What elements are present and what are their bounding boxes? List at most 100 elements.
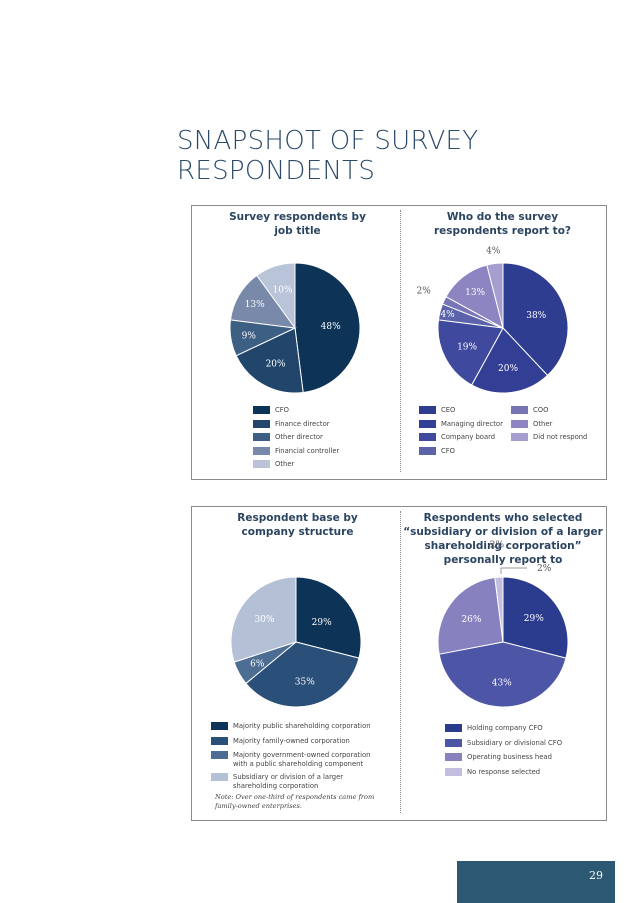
pie-label: 4%	[486, 247, 501, 257]
pie-label: 30%	[254, 615, 274, 625]
pie-label: 43%	[492, 678, 512, 688]
legend-item: Holding company CFO	[445, 724, 543, 733]
pie-label: 13%	[245, 300, 265, 310]
pie-label: 29%	[524, 614, 544, 624]
legend-item: Did not respond	[511, 433, 587, 442]
chart1-title: Survey respondents by job title	[229, 211, 366, 237]
legend-item: No response selected	[445, 767, 541, 777]
pie-label: 29%	[312, 618, 332, 628]
legend-label: Majority public shareholding corporation	[233, 722, 371, 730]
chart3-note: Note: Over one-third of respondents came…	[215, 793, 375, 810]
legend-label: Did not respond	[533, 433, 588, 441]
legend-item: CFO	[253, 406, 289, 415]
legend-item: Subsidiary or divisional CFO	[445, 738, 562, 748]
legend-item: Majority family-owned corporation	[211, 737, 386, 746]
legend-item: Other	[511, 419, 553, 429]
chart3-pie: 29% 35% 6% 30%	[230, 576, 362, 708]
legend-item: COO	[511, 406, 548, 415]
top-panel-divider	[400, 210, 401, 472]
pie-slice-no-response-selected	[494, 576, 504, 643]
pie-label: 19%	[457, 342, 477, 352]
pie-label: 38%	[526, 311, 546, 321]
pie-slice-majority-family-owned-corporation	[245, 641, 360, 708]
pie-slice-cfo	[294, 262, 361, 394]
legend-label: Holding company CFO	[467, 724, 543, 732]
legend-swatch	[511, 406, 528, 414]
legend-swatch	[445, 738, 462, 747]
pie-label: 9%	[242, 331, 257, 341]
legend-label: Finance director	[275, 419, 330, 428]
pie-label: 20%	[498, 364, 518, 374]
pie-outside-label: 2%	[537, 564, 552, 574]
legend-item: Other director	[253, 433, 323, 442]
legend-swatch	[419, 446, 436, 455]
legend-swatch	[253, 433, 270, 441]
legend-label: Majority government-owned corporation wi…	[233, 751, 371, 768]
pie-label: 13%	[465, 288, 485, 298]
legend-swatch	[211, 737, 228, 745]
pie-slice-holding-company-cfo	[502, 576, 569, 659]
chart1-pie: 48% 20% 9% 13% 10%	[229, 262, 361, 394]
legend-label: No response selected	[467, 767, 541, 776]
legend-swatch	[253, 419, 270, 428]
chart2-title: Who do the survey respondents report to?	[434, 211, 571, 237]
legend-item: Operating business head	[445, 753, 552, 762]
pie-label: 4%	[440, 310, 455, 320]
pie-slice-operating-business-head	[437, 576, 504, 655]
legend-swatch	[445, 767, 462, 776]
pie-slice-managing-director	[471, 327, 549, 394]
legend-label: Managing director	[441, 419, 503, 428]
legend-swatch	[445, 724, 462, 732]
pie-slice-subsidiary-or-divisional-cfo	[438, 641, 567, 708]
pie-label: 10%	[273, 286, 293, 296]
legend-item: Majority government-owned corporation wi…	[211, 751, 386, 768]
legend-label: CFO	[441, 446, 456, 455]
legend-label: Financial controller	[275, 446, 340, 455]
page-title: SNAPSHOT OF SURVEY RESPONDENTS	[177, 126, 479, 186]
chart2-pie: 38% 20% 19% 4% 2% 13% 4%	[416, 247, 569, 394]
legend-label: COO	[533, 406, 549, 414]
legend-label: Other	[533, 419, 553, 428]
legend-swatch	[253, 446, 270, 455]
pie-slice-other	[256, 262, 296, 330]
pie-label: 2%	[490, 541, 505, 551]
chart4-pie: 29% 43% 26% 2% 2%	[437, 541, 569, 708]
bottom-panel-divider	[400, 511, 401, 813]
legend-label: Majority family-owned corporation	[233, 737, 350, 745]
legend-swatch	[211, 722, 228, 730]
legend-label: Subsidiary or division of a larger share…	[233, 773, 344, 790]
page-number-box: 29	[457, 861, 615, 903]
legend-label: CEO	[441, 406, 456, 414]
legend-swatch	[419, 433, 436, 441]
pie-slice-did-not-respond	[486, 262, 504, 329]
legend-swatch	[211, 773, 228, 781]
pie-label: 35%	[295, 677, 315, 687]
pie-slice-finance-director	[235, 327, 304, 394]
legend-swatch	[211, 751, 228, 759]
pie-label: 20%	[266, 359, 286, 369]
legend-label: Other director	[275, 433, 323, 441]
legend-swatch	[511, 433, 528, 441]
legend-item: CFO	[419, 446, 456, 456]
pie-slice-company-board	[437, 319, 504, 386]
leader-line	[500, 567, 527, 574]
legend-swatch	[445, 753, 462, 761]
legend-item: Majority public shareholding corporation	[211, 722, 386, 731]
legend-item: Financial controller	[253, 446, 340, 456]
pie-label: 26%	[461, 615, 481, 625]
page-number: 29	[589, 869, 603, 882]
legend-label: Company board	[441, 433, 496, 441]
legend-item: Managing director	[419, 419, 503, 429]
legend-swatch	[419, 419, 436, 428]
pie-slice-ceo	[502, 262, 569, 377]
legend-swatch	[253, 406, 270, 414]
legend-label: Other	[275, 460, 295, 468]
pie-slice-subsidiary-or-division-of-a-larger-shareholding-corporation	[230, 576, 297, 663]
legend-label: CFO	[275, 406, 290, 414]
chart4-title: Respondents who selected “subsidiary or …	[403, 512, 603, 566]
legend-item: Other	[253, 460, 294, 469]
legend-item: CEO	[419, 406, 455, 415]
legend-swatch	[511, 419, 528, 428]
pie-label: 48%	[321, 322, 341, 332]
legend-swatch	[419, 406, 436, 414]
